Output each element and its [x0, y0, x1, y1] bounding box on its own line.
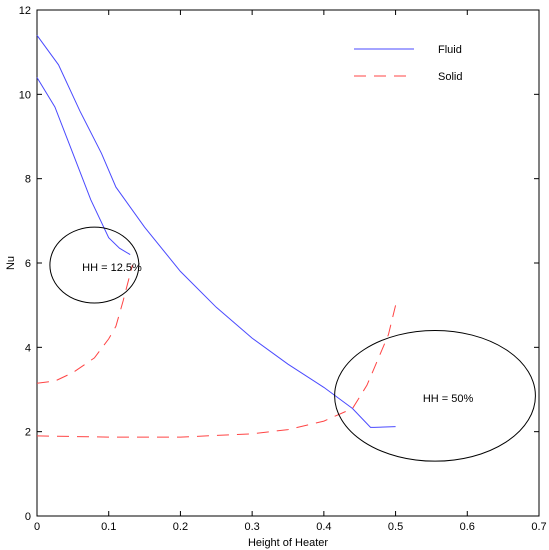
- y-tick-label: 2: [25, 427, 31, 439]
- legend-label-solid: Solid: [438, 71, 462, 83]
- x-tick-label: 0.2: [173, 521, 188, 533]
- annotation-ellipse-1: [334, 329, 536, 462]
- x-tick-label: 0.1: [101, 521, 116, 533]
- y-tick-label: 0: [25, 511, 31, 523]
- series-line-fluid-0: [36, 35, 396, 428]
- y-tick-label: 4: [25, 342, 31, 354]
- y-axis-label: Nu: [5, 256, 17, 270]
- annotation-label-0: HH = 12.5%: [82, 262, 142, 274]
- annotation-label-1: HH = 50%: [423, 393, 474, 405]
- annotation-ellipse-0: [49, 226, 140, 304]
- y-tick-label: 6: [25, 258, 31, 270]
- y-tick-label: 12: [19, 5, 31, 17]
- series-line-fluid-1: [36, 77, 131, 256]
- legend-label-fluid: Fluid: [438, 44, 462, 56]
- y-tick-label: 8: [25, 174, 31, 186]
- x-tick-label: 0.5: [388, 521, 403, 533]
- x-tick-label: 0.3: [244, 521, 259, 533]
- series-line-solid-2: [36, 305, 397, 438]
- legend: Fluid Solid: [354, 44, 462, 83]
- y-tick-label: 10: [19, 89, 31, 101]
- x-tick-label: 0: [34, 521, 40, 533]
- series-line-solid-3: [36, 264, 133, 384]
- x-axis-label: Height of Heater: [248, 537, 328, 549]
- x-tick-label: 0.6: [460, 521, 475, 533]
- x-tick-label: 0.4: [316, 521, 331, 533]
- x-tick-label: 0.7: [531, 521, 546, 533]
